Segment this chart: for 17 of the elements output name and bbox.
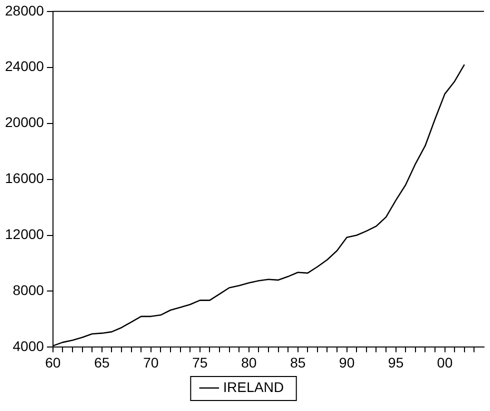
y-tick-label: 12000 bbox=[4, 226, 44, 242]
legend-label: IRELAND bbox=[223, 378, 284, 395]
y-tick-label: 4000 bbox=[12, 338, 44, 354]
x-tick-label: 65 bbox=[94, 354, 110, 370]
x-tick-label: 95 bbox=[388, 354, 404, 370]
x-tick-label: 75 bbox=[192, 354, 208, 370]
x-tick-label: 60 bbox=[45, 354, 61, 370]
y-tick-label: 16000 bbox=[4, 170, 44, 186]
x-tick-label: 90 bbox=[339, 354, 355, 370]
y-tick-label: 20000 bbox=[4, 114, 44, 130]
y-tick-label: 8000 bbox=[12, 282, 44, 298]
y-tick-label: 28000 bbox=[4, 2, 44, 18]
x-tick-label: 80 bbox=[241, 354, 257, 370]
x-tick-label: 85 bbox=[290, 354, 306, 370]
x-tick-label: 70 bbox=[143, 354, 159, 370]
y-tick-label: 24000 bbox=[4, 58, 44, 74]
x-tick-label: 00 bbox=[437, 354, 453, 370]
